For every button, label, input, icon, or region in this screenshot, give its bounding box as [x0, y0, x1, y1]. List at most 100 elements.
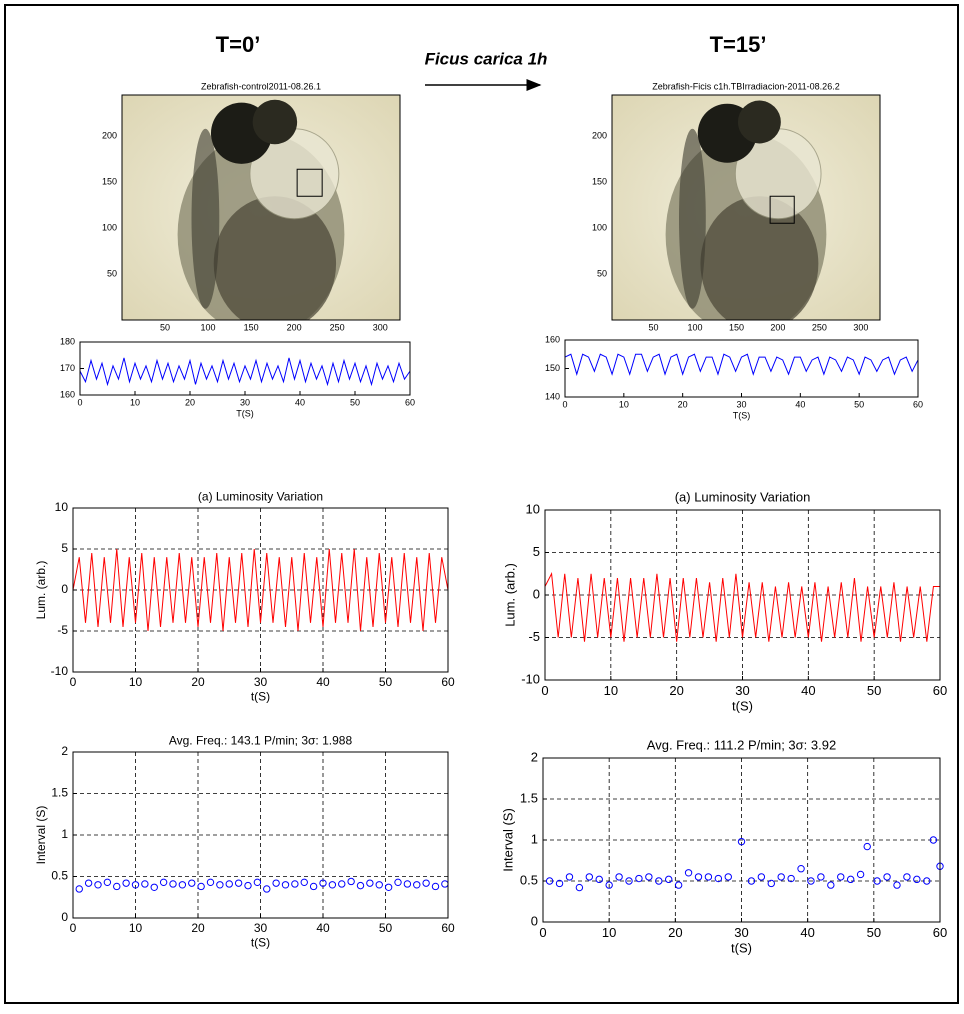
x-tick-label: 40 — [801, 683, 815, 698]
x-tick-label: 40 — [800, 925, 814, 940]
point — [422, 879, 430, 887]
y-tick-label: 100 — [592, 223, 607, 233]
point — [75, 885, 83, 893]
point — [309, 882, 318, 891]
y-tick-label: 1.5 — [520, 790, 538, 805]
x-tick-label: 20 — [185, 397, 195, 407]
x-tick-label: 200 — [287, 322, 302, 332]
point — [929, 836, 938, 844]
point — [263, 885, 271, 893]
point — [757, 873, 766, 881]
series-line — [564, 353, 919, 376]
axes-frame — [542, 757, 941, 923]
point — [244, 881, 252, 890]
point — [197, 882, 205, 891]
x-tick-label: 50 — [379, 921, 393, 935]
point — [234, 879, 243, 887]
x-tick-label: 40 — [316, 921, 330, 935]
point — [328, 881, 337, 889]
y-tick-label: 10 — [55, 500, 69, 514]
point — [131, 881, 140, 889]
y-tick-label: 160 — [60, 389, 75, 399]
header-middle: Ficus carica 1h — [425, 49, 548, 68]
point — [883, 873, 891, 881]
x-tick-label: 100 — [201, 322, 216, 332]
point — [817, 873, 825, 881]
y-axis-label: Interval (S) — [34, 806, 48, 865]
x-tick-label: 20 — [669, 683, 683, 698]
point — [178, 881, 187, 889]
point — [807, 877, 815, 885]
x-tick-label: 250 — [330, 322, 345, 332]
y-tick-label: 200 — [102, 131, 117, 141]
chart-title: Zebrafish-control2011-08.26.1 — [201, 81, 321, 91]
point — [645, 873, 653, 881]
x-tick-label: 300 — [373, 322, 388, 332]
point — [737, 837, 746, 846]
point — [206, 878, 215, 887]
y-tick-label: 0 — [533, 586, 540, 601]
point — [913, 875, 921, 884]
x-tick-label: 10 — [130, 397, 140, 407]
x-tick-label: 60 — [441, 675, 455, 689]
point — [169, 880, 177, 888]
y-tick-label: 1 — [531, 831, 538, 846]
point — [787, 874, 795, 883]
spine — [679, 128, 706, 309]
micrograph — [612, 95, 880, 320]
header-left: T=0’ — [216, 32, 261, 57]
x-tick-label: 10 — [619, 399, 629, 409]
x-tick-label: 50 — [160, 322, 170, 332]
yolk — [213, 196, 337, 320]
point — [893, 881, 901, 889]
y-tick-label: 150 — [545, 363, 560, 373]
point — [856, 870, 865, 879]
point — [281, 881, 290, 889]
header-right: T=15’ — [710, 32, 767, 57]
point — [797, 865, 805, 873]
y-tick-label: 0 — [61, 910, 68, 924]
point — [253, 878, 262, 887]
point — [94, 881, 102, 889]
point — [837, 873, 845, 881]
point — [704, 873, 713, 881]
y-tick-label: -10 — [51, 664, 69, 678]
series-line — [544, 572, 940, 642]
y-tick-label: 10 — [526, 501, 540, 516]
point — [291, 880, 299, 888]
roi-box — [769, 195, 795, 224]
point — [413, 881, 421, 889]
point — [827, 881, 835, 889]
point — [150, 883, 158, 891]
point — [694, 873, 703, 881]
x-axis-label: T(S) — [733, 410, 751, 420]
point — [272, 879, 280, 887]
micrograph — [122, 95, 400, 320]
y-tick-label: 0 — [531, 913, 538, 928]
point — [565, 873, 574, 881]
x-tick-label: 40 — [295, 397, 305, 407]
point — [655, 877, 663, 885]
point — [767, 879, 775, 888]
axes-frame — [79, 341, 411, 396]
y-tick-label: 1 — [61, 827, 68, 841]
y-tick-label: 2 — [61, 744, 68, 758]
x-tick-label: 50 — [379, 675, 393, 689]
y-tick-label: 140 — [545, 391, 560, 401]
spine — [191, 128, 220, 309]
point — [684, 869, 693, 877]
x-tick-label: 30 — [735, 683, 749, 698]
point — [873, 877, 881, 885]
point — [545, 877, 554, 885]
point — [103, 878, 112, 887]
x-tick-label: 10 — [604, 683, 618, 698]
eye2 — [252, 99, 298, 145]
y-tick-label: -5 — [57, 623, 68, 637]
x-tick-label: 40 — [316, 675, 330, 689]
x-tick-label: 250 — [812, 322, 827, 332]
point — [674, 881, 683, 889]
x-tick-label: 30 — [240, 397, 250, 407]
x-tick-label: 50 — [648, 322, 658, 332]
x-tick-label: 150 — [244, 322, 259, 332]
